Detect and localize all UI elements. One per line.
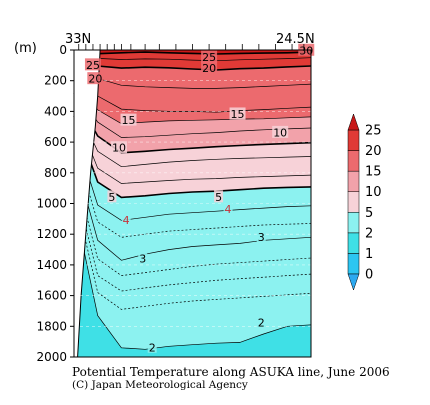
isotherm-label: 20 [88, 73, 102, 86]
colorbar-segment [347, 129, 360, 151]
isotherm-label-bg [272, 125, 289, 138]
isotherm-label-bg [201, 61, 218, 74]
isotherm-label: 25 [86, 59, 100, 72]
isotherm-line [73, 61, 312, 71]
colorbar-segment [347, 253, 360, 275]
isotherm-line [73, 203, 312, 350]
isotherm-label-bg [201, 50, 218, 63]
end-latitude-label: 24.5N [276, 32, 315, 47]
isotherm-line [73, 86, 312, 138]
y-tick-label: 0 [59, 43, 67, 57]
temperature-band [74, 154, 311, 276]
colorbar-label: 20 [365, 144, 382, 159]
colorbar-label: 5 [365, 206, 373, 221]
colorbar-label: 15 [365, 165, 382, 180]
y-tick-label: 600 [44, 135, 67, 149]
colorbar-segment [347, 150, 360, 172]
chart-title: Potential Temperature along ASUKA line, … [72, 365, 390, 379]
isotherm-label-bg [147, 340, 157, 353]
isotherm-label: 3 [139, 252, 146, 265]
y-tick-label: 1600 [36, 289, 67, 303]
y-axis-unit: (m) [14, 41, 37, 56]
colorbar-segment [347, 232, 360, 254]
temperature-band [74, 86, 311, 153]
isotherm-label: 15 [231, 108, 245, 121]
temperature-band [74, 76, 311, 124]
isotherm-line [73, 75, 312, 113]
y-tick-label: 2000 [36, 350, 67, 364]
credit-line: (C) Japan Meteorological Agency [72, 379, 248, 391]
isotherm-label: 4 [225, 203, 232, 216]
temperature-band [74, 191, 311, 350]
colorbar-label: 25 [365, 124, 382, 139]
isotherm-label-bg [138, 251, 148, 264]
isotherm-line [73, 154, 312, 261]
temperature-band [74, 100, 311, 184]
colorbar-label: 2 [365, 226, 373, 241]
isotherm-label: 4 [123, 214, 130, 227]
station-ticks [78, 44, 305, 50]
y-tick-label: 1800 [36, 319, 67, 333]
y-axis-ticks: 0 200 400 600 800 1000 1200 1400 1600 1800 2000 [36, 43, 74, 364]
colorbar-segment [347, 170, 360, 192]
isotherm-label: 10 [273, 126, 287, 139]
isotherm-label-bg [120, 113, 137, 126]
colorbar-label: 1 [365, 247, 373, 262]
temperature-band [74, 108, 311, 198]
isotherm-label-bg [111, 141, 128, 154]
temperature-band [74, 203, 311, 357]
isotherm-label-bg [229, 107, 246, 120]
isotherm-label: 5 [108, 191, 115, 204]
isotherm-label: 2 [149, 341, 156, 354]
isotherm-line [73, 50, 312, 55]
isotherm-label-bg [256, 316, 266, 329]
colorbar-segment [347, 212, 360, 234]
isotherm-label-bg [223, 202, 233, 215]
isotherm-label-bg [87, 72, 104, 85]
isotherm-label: 20 [202, 62, 216, 75]
isotherm-label: 30 [299, 44, 313, 57]
temperature-band [74, 129, 311, 238]
isotherm-label: 2 [258, 317, 265, 330]
isotherm-label: 5 [215, 191, 222, 204]
y-tick-label: 1400 [36, 258, 67, 272]
isotherm-label-bg [214, 190, 224, 203]
colorbar-top-arrow [347, 113, 360, 131]
y-tick-label: 1000 [36, 197, 67, 211]
isotherm-label: 25 [202, 51, 216, 64]
isotherm-line [73, 100, 312, 168]
isotherm-label-bg [256, 230, 266, 243]
isotherm-label: 10 [112, 142, 126, 155]
temperature-band [74, 70, 311, 113]
temperature-band [74, 116, 311, 221]
isotherm-label-bg [84, 58, 101, 71]
isotherm-label: 15 [122, 114, 136, 127]
y-tick-label: 800 [44, 166, 67, 180]
start-latitude-label: 33N [65, 32, 91, 47]
temperature-band [74, 142, 311, 261]
colorbar-segment [347, 191, 360, 213]
isotherm-line [73, 191, 312, 310]
y-tick-label: 400 [44, 104, 67, 118]
temperature-band [74, 178, 311, 310]
temperature-band [74, 93, 311, 167]
isotherm-label: 3 [258, 231, 265, 244]
y-axis: (m) 0 200 400 600 800 1000 1200 1400 1600 1800 200… [14, 41, 74, 364]
isotherm-line [73, 69, 312, 89]
isotherm-line [73, 129, 312, 221]
y-tick-label: 1200 [36, 227, 67, 241]
colorbar-label: 0 [365, 268, 373, 283]
isotherm-label-bg [107, 190, 117, 203]
y-tick-label: 200 [44, 74, 67, 88]
isotherm-line [73, 80, 312, 125]
isotherm-line [73, 108, 312, 184]
colorbar-label: 10 [365, 185, 382, 200]
isotherm-line [73, 55, 312, 62]
isotherm-label-bg [121, 213, 131, 226]
colorbar-bottom-arrow [347, 273, 360, 291]
